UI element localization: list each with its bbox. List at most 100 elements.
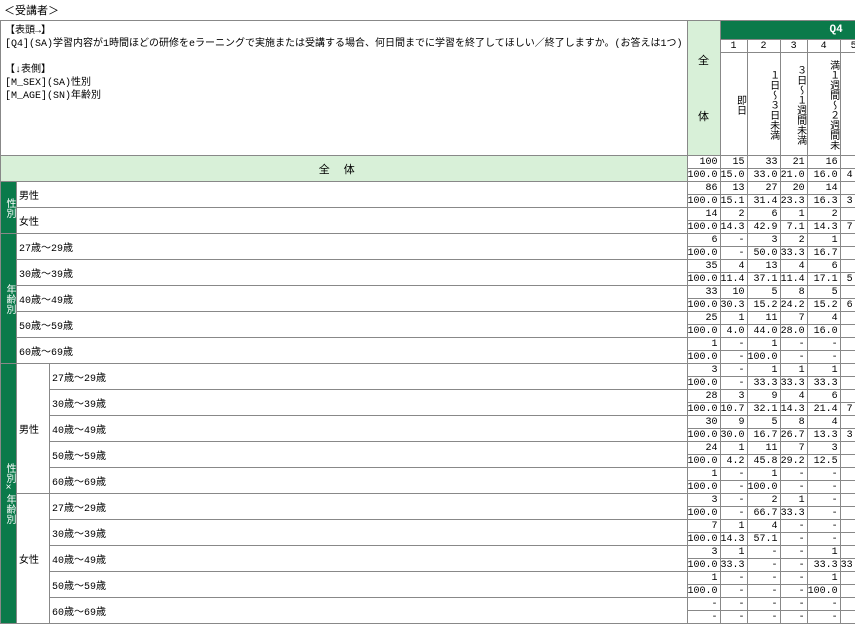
data-cell: 11 — [747, 442, 780, 455]
data-cell: 4.0 — [720, 325, 747, 338]
col-label-2: ３日～１週間未満 — [780, 53, 807, 156]
total-cell: 21 — [780, 156, 807, 169]
data-cell: 66.7 — [747, 507, 780, 520]
data-cell: 1 — [747, 338, 780, 351]
total-cell: 33.0 — [747, 169, 780, 182]
data-cell: 24 — [687, 442, 720, 455]
data-cell: 30.3 — [720, 299, 747, 312]
data-cell: 17.1 — [807, 273, 840, 286]
data-cell: 3 — [807, 442, 840, 455]
data-cell: 3.5 — [840, 195, 855, 208]
data-cell: 100.0 — [807, 585, 840, 598]
data-cell: 1 — [687, 572, 720, 585]
data-cell: - — [840, 611, 855, 624]
data-cell: 33.3 — [780, 247, 807, 260]
data-cell: - — [840, 325, 855, 338]
data-cell: - — [780, 598, 807, 611]
data-cell: - — [840, 364, 855, 377]
data-cell: 33.3 — [780, 507, 807, 520]
data-cell: 16.0 — [807, 325, 840, 338]
data-cell: 100.0 — [687, 221, 720, 234]
data-cell: - — [720, 468, 747, 481]
data-cell: 57.1 — [747, 533, 780, 546]
data-cell: 12.5 — [807, 455, 840, 468]
data-cell: 16.7 — [807, 247, 840, 260]
data-cell: 1 — [780, 494, 807, 507]
data-cell: - — [807, 598, 840, 611]
data-cell: 10.7 — [720, 403, 747, 416]
data-cell: 100.0 — [687, 195, 720, 208]
data-cell: 5 — [747, 286, 780, 299]
row-label: 50歳～59歳 — [50, 442, 688, 468]
data-cell: 7.1 — [780, 221, 807, 234]
data-cell: 8 — [780, 416, 807, 429]
data-cell: - — [840, 572, 855, 585]
subgroup-label: 女性 — [17, 494, 50, 624]
data-cell: 2 — [840, 260, 855, 273]
col-num-2: 3 — [780, 40, 807, 53]
data-cell: 4 — [720, 260, 747, 273]
data-cell: - — [807, 338, 840, 351]
data-cell: 14.3 — [720, 221, 747, 234]
total-cell: 16.0 — [807, 169, 840, 182]
data-cell: 100.0 — [687, 273, 720, 286]
data-cell: - — [720, 572, 747, 585]
data-cell: - — [747, 559, 780, 572]
data-cell: 45.8 — [747, 455, 780, 468]
data-cell: 3.3 — [840, 429, 855, 442]
data-cell: 23.3 — [780, 195, 807, 208]
data-cell: - — [840, 598, 855, 611]
data-cell: - — [747, 585, 780, 598]
data-cell: 3 — [687, 494, 720, 507]
data-cell: 8 — [780, 286, 807, 299]
row-label: 30歳～39歳 — [17, 260, 688, 286]
data-cell: - — [840, 520, 855, 533]
data-cell: 6 — [807, 390, 840, 403]
data-cell: 100.0 — [687, 559, 720, 572]
data-cell: 100.0 — [747, 351, 780, 364]
data-cell: - — [840, 338, 855, 351]
data-cell: 21.4 — [807, 403, 840, 416]
data-cell: 1 — [687, 338, 720, 351]
data-cell: - — [780, 546, 807, 559]
crosstab-table: 【表頭→】[Q4](SA)学習内容が1時間ほどの研修をeラーニングで実施または受… — [0, 20, 855, 624]
data-cell: 9 — [747, 390, 780, 403]
data-cell: 33 — [687, 286, 720, 299]
data-cell: - — [840, 481, 855, 494]
data-cell: 100.0 — [747, 481, 780, 494]
data-cell: - — [840, 494, 855, 507]
data-cell: 1 — [747, 468, 780, 481]
data-cell: - — [720, 234, 747, 247]
data-cell: 3 — [840, 182, 855, 195]
data-cell: 16.3 — [807, 195, 840, 208]
row-label: 40歳～49歳 — [50, 416, 688, 442]
data-cell: 25 — [687, 312, 720, 325]
data-cell: 13 — [747, 260, 780, 273]
data-cell: - — [807, 520, 840, 533]
data-cell: 37.1 — [747, 273, 780, 286]
data-cell: 4.2 — [720, 455, 747, 468]
data-cell: 31.4 — [747, 195, 780, 208]
data-cell: - — [780, 468, 807, 481]
data-cell: 100.0 — [687, 377, 720, 390]
data-cell: - — [807, 494, 840, 507]
data-cell: 2 — [840, 390, 855, 403]
data-cell: 7.1 — [840, 403, 855, 416]
data-cell: 5.7 — [840, 273, 855, 286]
col-num-0: 1 — [720, 40, 747, 53]
data-cell: 3 — [720, 390, 747, 403]
data-cell: 1 — [747, 364, 780, 377]
data-cell: 100.0 — [687, 403, 720, 416]
total-cell: 15.0 — [720, 169, 747, 182]
data-cell: 14.3 — [780, 403, 807, 416]
data-cell: - — [720, 507, 747, 520]
data-cell: 100.0 — [687, 325, 720, 338]
data-cell: 11 — [747, 312, 780, 325]
data-cell: 1 — [840, 208, 855, 221]
data-cell: - — [720, 364, 747, 377]
data-cell: 1 — [780, 364, 807, 377]
total-cell: 16 — [807, 156, 840, 169]
data-cell: - — [840, 351, 855, 364]
data-cell: 14.3 — [807, 221, 840, 234]
data-cell: 28 — [687, 390, 720, 403]
